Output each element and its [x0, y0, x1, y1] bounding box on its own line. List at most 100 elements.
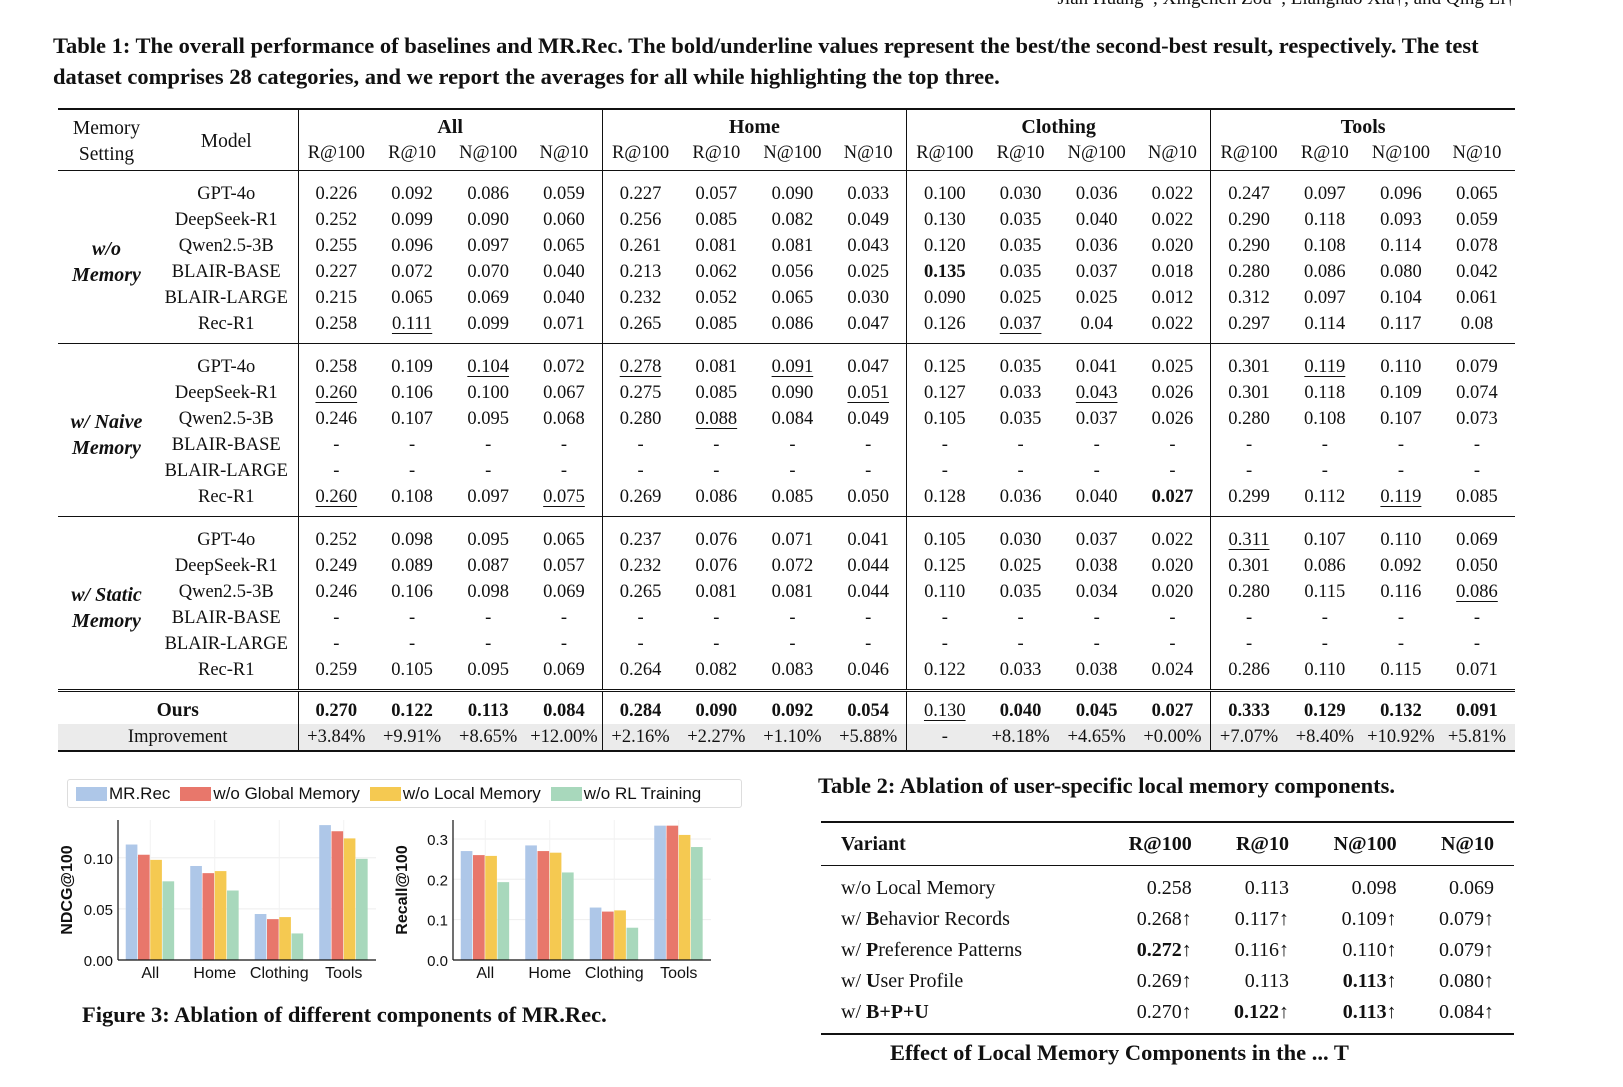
table-cell: 0.049: [830, 207, 906, 233]
bar: [279, 917, 291, 960]
table-cell: 0.081: [678, 579, 754, 605]
table-cell: 0.090: [678, 689, 755, 724]
table-cell: 0.232: [601, 285, 679, 311]
table-cell: -: [983, 605, 1059, 631]
table-cell: 0.290: [1210, 207, 1287, 233]
table-cell: 0.049: [830, 406, 906, 432]
table-cell: +5.88%: [830, 724, 907, 752]
table-cell: 0.085: [1438, 484, 1515, 517]
value: 0.069: [1449, 877, 1494, 899]
table-cell: 0.036: [982, 484, 1059, 517]
value: 0.022: [1151, 313, 1194, 334]
table2-row: w/ B+P+U 0.270↑ 0.122↑ 0.113↑ 0.084↑: [821, 997, 1514, 1035]
table-cell: 0.033: [983, 657, 1059, 691]
table-cell: 0.132: [1362, 689, 1439, 724]
value: 0.110: [1342, 939, 1387, 961]
value: 0.097: [467, 486, 509, 507]
table-cell: 0.099: [450, 311, 527, 344]
table2-cell: 0.113↑: [1309, 997, 1417, 1035]
table-row: DeepSeek-R1 0.249 0.089 0.087 0.057 0.232 0.07…: [58, 553, 1515, 579]
table-cell: 0.067: [526, 380, 602, 406]
table-row: BLAIR-BASE - - - - - - - - - - - - - - - -: [58, 432, 1515, 458]
table-cell: 0.040: [526, 259, 602, 285]
memory-setting-label: w/o Memory: [58, 170, 155, 344]
up-arrow-icon: ↑: [1279, 908, 1290, 930]
bar: [254, 914, 267, 960]
value: -: [1397, 460, 1404, 481]
table-cell: 0.040: [1059, 207, 1135, 233]
value: 0.286: [1228, 659, 1270, 680]
value: 0.085: [695, 209, 738, 230]
table-cell: -: [374, 605, 450, 631]
value: -: [1397, 633, 1404, 654]
table-cell: 0.022: [1134, 311, 1211, 344]
value: -: [1473, 607, 1481, 628]
value: -: [1473, 460, 1481, 481]
legend-item: MR.Rec: [76, 784, 170, 804]
value: -: [1245, 607, 1253, 628]
x-tick-label: Clothing: [585, 965, 644, 982]
value: 0.249: [315, 555, 358, 576]
value: 0.054: [847, 700, 890, 721]
value: 0.040: [999, 700, 1042, 721]
table-cell: -: [1363, 458, 1439, 484]
table-cell: 0.026: [1135, 406, 1211, 432]
value: 0.096: [391, 235, 433, 256]
table-cell: 0.093: [1363, 207, 1439, 233]
value: -: [941, 607, 948, 628]
table-cell: 0.082: [678, 657, 754, 691]
value: 0.047: [847, 356, 890, 377]
value: 0.227: [315, 261, 358, 282]
value: +12.00%: [530, 726, 598, 747]
table-cell: -: [1135, 458, 1211, 484]
value: 0.036: [1075, 235, 1118, 256]
value: 0.041: [847, 529, 890, 550]
y-tick-label: 0.05: [84, 902, 113, 919]
table-cell: -: [1210, 432, 1287, 458]
value: -: [941, 460, 948, 481]
table-cell: 0.081: [678, 233, 754, 259]
value: 0.034: [1075, 581, 1118, 602]
up-arrow-icon: ↑: [1484, 970, 1494, 992]
table1-caption: Table 1: The overall performance of base…: [53, 33, 1479, 89]
table-cell: -: [678, 432, 754, 458]
table-cell: 0.069: [1439, 517, 1515, 554]
table-cell: 0.08: [1438, 311, 1515, 344]
table-cell: 0.033: [983, 380, 1059, 406]
table-cell: 0.114: [1363, 233, 1439, 259]
table-cell: -: [905, 605, 983, 631]
value: 0.071: [771, 529, 814, 550]
value: 0.093: [1380, 209, 1422, 230]
value: 0.265: [619, 313, 662, 334]
value: 0.096: [1380, 183, 1422, 204]
value: 0.135: [923, 261, 966, 282]
table-cell: 0.110: [1363, 344, 1439, 381]
value-underlined: 0.086: [1456, 581, 1498, 602]
table-cell: 0.065: [526, 233, 602, 259]
table-cell: 0.038: [1059, 553, 1135, 579]
value: 0.059: [543, 183, 585, 204]
value: -: [1321, 460, 1328, 481]
value: 0.035: [999, 261, 1042, 282]
table-cell: 0.099: [374, 207, 450, 233]
value: 0.085: [771, 486, 814, 507]
value-underlined: 0.037: [999, 313, 1042, 334]
value-underlined: 0.278: [619, 356, 662, 377]
value: 0.090: [771, 382, 814, 403]
table-cell: 0.227: [601, 170, 679, 207]
value: 0.246: [315, 408, 358, 429]
value: -: [1473, 434, 1481, 455]
table2-cell: 0.110↑: [1309, 935, 1417, 966]
table-cell: 0.04: [1058, 311, 1135, 344]
table-cell: 0.020: [1135, 553, 1211, 579]
value: 0.035: [999, 235, 1042, 256]
value: 0.022: [1151, 183, 1194, 204]
table-cell: 0.237: [601, 516, 679, 553]
bar: [472, 855, 485, 960]
table-cell: 0.097: [1287, 171, 1363, 208]
value: -: [1397, 607, 1404, 628]
up-arrow-icon: ↑: [1181, 939, 1192, 961]
table-cell: 0.128: [905, 484, 983, 517]
table-cell: 0.085: [754, 484, 831, 517]
value: 0.080: [1439, 970, 1484, 992]
